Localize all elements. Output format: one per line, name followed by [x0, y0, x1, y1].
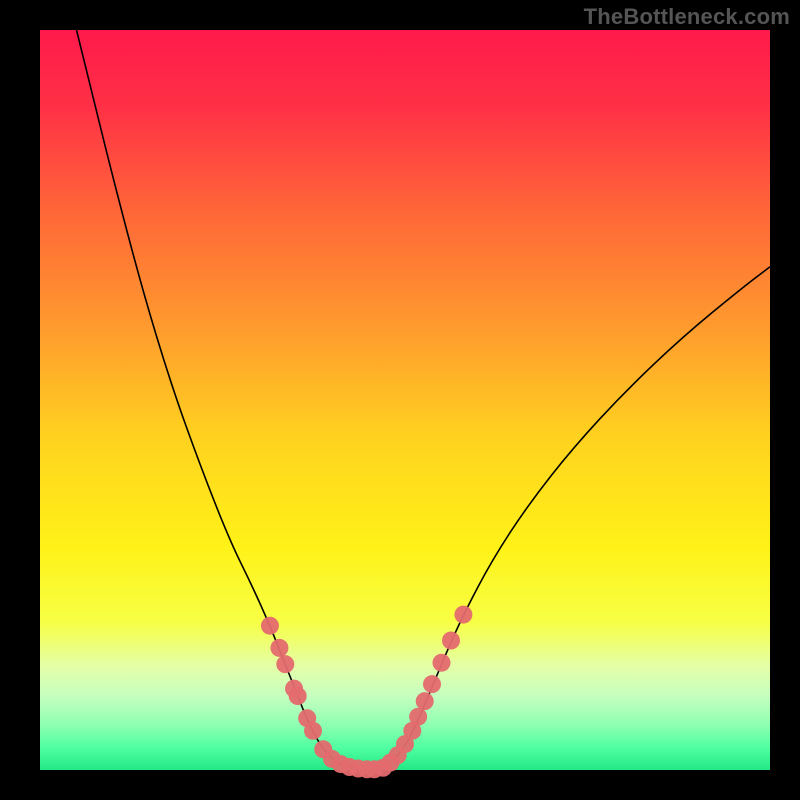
marker-point [409, 708, 427, 726]
marker-point [423, 675, 441, 693]
watermark-text: TheBottleneck.com [584, 4, 790, 30]
chart-svg [0, 0, 800, 800]
marker-point [416, 692, 434, 710]
marker-point [433, 654, 451, 672]
marker-point [304, 722, 322, 740]
marker-point [270, 639, 288, 657]
marker-point [261, 617, 279, 635]
marker-point [276, 655, 294, 673]
chart-container: TheBottleneck.com [0, 0, 800, 800]
marker-point [289, 687, 307, 705]
plot-background [40, 30, 770, 770]
marker-point [454, 606, 472, 624]
marker-point [442, 632, 460, 650]
